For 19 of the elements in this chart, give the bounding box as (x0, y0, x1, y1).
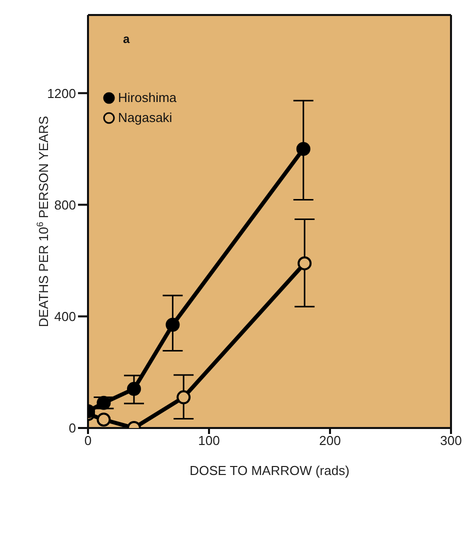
point (96, 412, 111, 427)
point (166, 318, 180, 332)
annotation: a (123, 32, 130, 46)
x-tick-label: 300 (440, 433, 462, 448)
x-tick-label: 200 (319, 433, 341, 448)
y-tick-label: 0 (68, 420, 76, 436)
point (126, 382, 141, 396)
x-axis-title: DOSE TO MARROW (rads) (190, 463, 350, 478)
point (296, 142, 310, 156)
y-tick-label: 400 (54, 308, 76, 324)
y-tick-label: 800 (54, 197, 76, 212)
legend-label: Nagasaki (118, 109, 172, 127)
legend-label: Hiroshima (118, 89, 177, 107)
point (96, 396, 111, 410)
point (298, 256, 312, 270)
point (176, 390, 191, 404)
x-tick-label: 0 (84, 433, 92, 448)
x-tick-label: 100 (198, 433, 220, 448)
y-tick-label: 1200 (47, 86, 76, 101)
